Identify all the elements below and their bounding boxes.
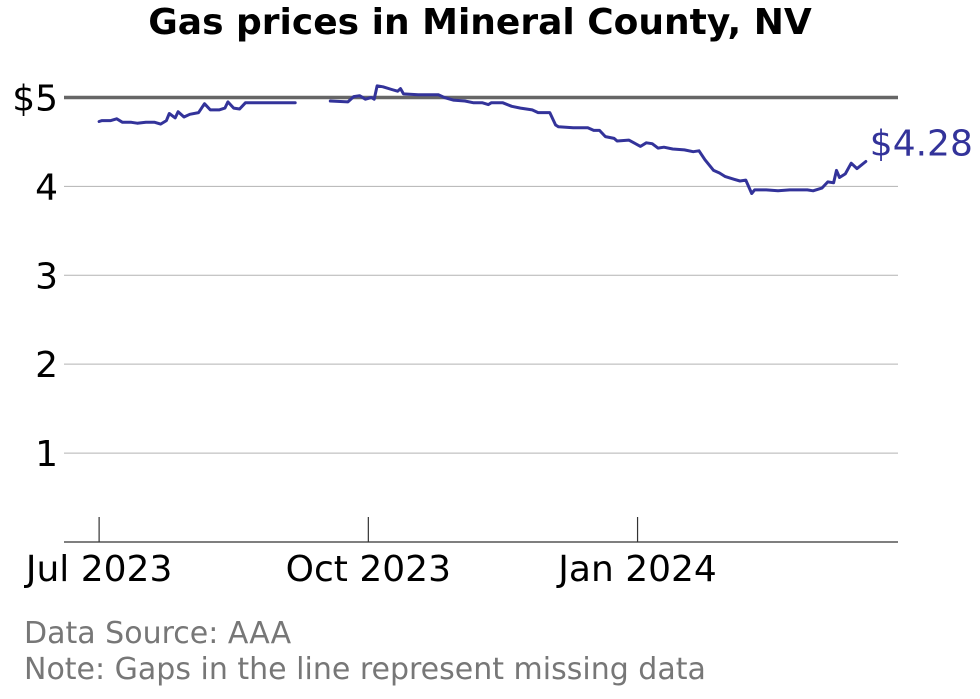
y-tick-label: 2 (35, 345, 58, 386)
x-tick-label: Jul 2023 (24, 549, 173, 590)
last-value-label: $4.28 (870, 123, 973, 164)
gaps-note: Note: Gaps in the line represent missing… (24, 652, 706, 687)
gridlines (64, 95, 898, 454)
price-line-series (97, 84, 868, 195)
y-tick-label: $5 (12, 78, 58, 119)
price-line-segment (97, 100, 297, 126)
y-tick-label: 4 (35, 167, 58, 208)
y-tick-label: 3 (35, 256, 58, 297)
x-tick-label: Jan 2024 (556, 549, 717, 590)
price-line-segment (328, 84, 868, 195)
data-source-note: Data Source: AAA (24, 616, 292, 651)
y-tick-label: 1 (35, 434, 58, 475)
chart-title: Gas prices in Mineral County, NV (148, 2, 812, 43)
x-axis: Jul 2023 Oct 2023 Jan 2024 (24, 517, 898, 590)
y-axis: 1 2 3 4 $5 (12, 78, 58, 475)
x-tick-label: Oct 2023 (286, 549, 451, 590)
